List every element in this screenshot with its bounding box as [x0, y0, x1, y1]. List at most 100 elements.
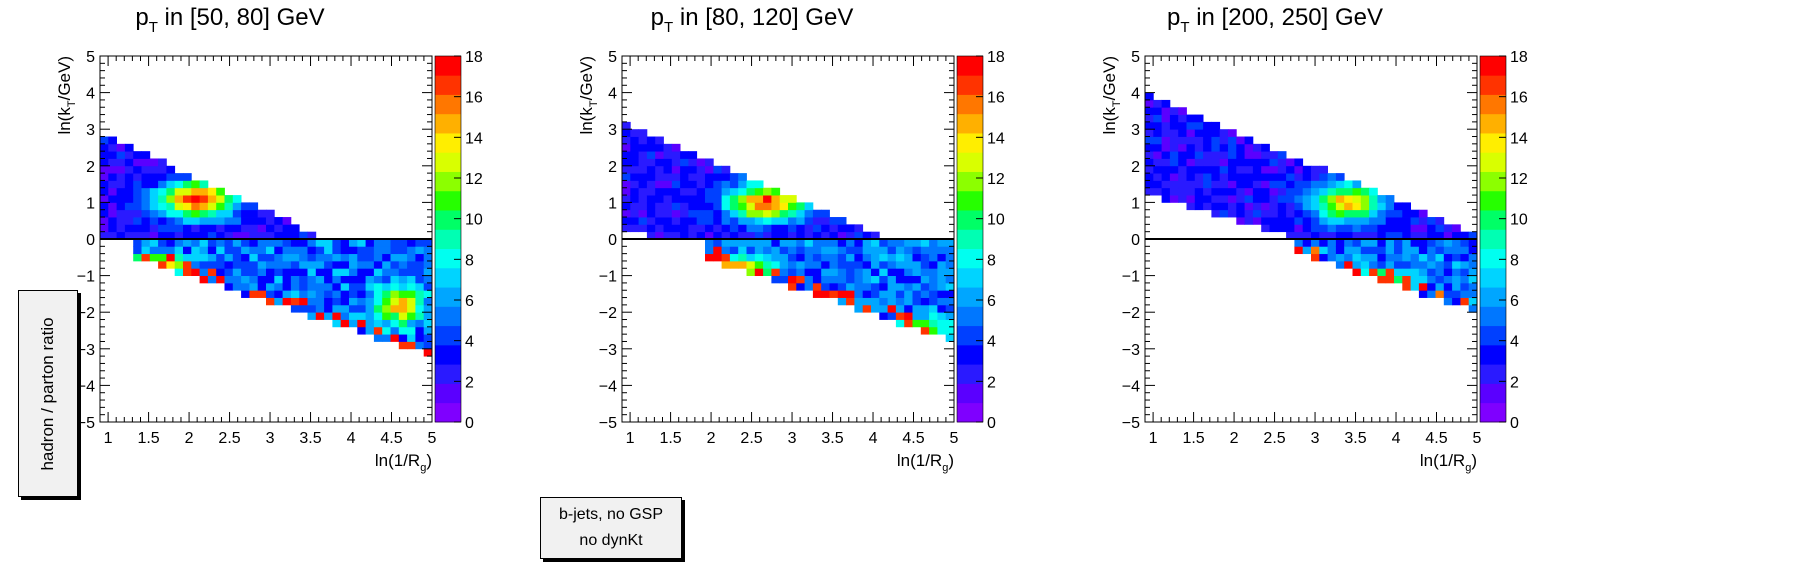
- heatmap-cell: [887, 253, 897, 262]
- heatmap-cell: [696, 180, 706, 189]
- heatmap-cell: [1194, 165, 1204, 174]
- heatmap-cell: [166, 224, 176, 233]
- heatmap-cell: [1385, 268, 1395, 276]
- heatmap-cell: [1277, 209, 1287, 218]
- heatmap-cell: [1228, 195, 1237, 203]
- heatmap-cell: [1327, 180, 1337, 189]
- heatmap-cell: [1452, 290, 1461, 298]
- heatmap-cell: [887, 290, 897, 298]
- heatmap-cell: [191, 202, 200, 211]
- heatmap-cell: [1161, 129, 1171, 137]
- heatmap-cell: [133, 209, 142, 218]
- heatmap-cells: [100, 136, 433, 357]
- heatmap-cell: [174, 217, 184, 225]
- heatmap-cell: [398, 341, 408, 350]
- heatmap-cell: [879, 260, 888, 269]
- heatmap-cell: [796, 224, 805, 233]
- heatmap-cell: [1402, 246, 1411, 255]
- heatmap-cell: [174, 231, 184, 240]
- heatmap-cell: [1161, 99, 1171, 108]
- heatmap-cell: [1294, 187, 1304, 196]
- x-tick-label: 1.5: [659, 430, 681, 447]
- heatmap-cell: [390, 326, 400, 335]
- heatmap-cell: [390, 268, 400, 276]
- heatmap-cell: [713, 165, 722, 174]
- heatmap-cell: [646, 180, 656, 189]
- heatmap-cell: [232, 253, 242, 262]
- heatmap-cell: [315, 268, 325, 276]
- heatmap-cell: [407, 334, 416, 342]
- heatmap-cell: [1460, 282, 1470, 291]
- heatmap-cell: [232, 282, 242, 291]
- heatmap-cell: [1443, 297, 1453, 306]
- heatmap-cell: [622, 165, 631, 174]
- heatmap-cell: [1203, 158, 1212, 167]
- heatmap-cell: [788, 224, 797, 233]
- heatmap-cell: [1311, 231, 1320, 240]
- heatmap-cell: [1327, 253, 1337, 262]
- heatmap-cell: [1169, 107, 1179, 115]
- heatmap-cell: [141, 165, 151, 174]
- color-scale-step: [957, 94, 983, 115]
- heatmap-cell: [183, 260, 192, 269]
- heatmap-cell: [116, 180, 126, 189]
- heatmap-cell: [1153, 129, 1162, 137]
- y-tick-label: 4: [86, 86, 95, 103]
- heatmap-cell: [241, 224, 250, 233]
- heatmap-cell: [282, 282, 292, 291]
- heatmap-cell: [373, 246, 383, 255]
- heatmap-cell: [1369, 202, 1378, 211]
- y-tick-label: 5: [86, 49, 95, 66]
- heatmap-cell: [241, 268, 250, 276]
- heatmap-cell: [945, 246, 955, 255]
- heatmap-cell: [390, 334, 400, 342]
- heatmap-cell: [1369, 195, 1378, 203]
- heatmap-cell: [398, 319, 408, 328]
- heatmap-cell: [1261, 180, 1270, 189]
- heatmap-cell: [224, 239, 234, 247]
- heatmap-cell: [788, 202, 797, 211]
- heatmap-cell: [804, 224, 814, 233]
- heatmap-cell: [100, 202, 109, 211]
- heatmap-cell: [1277, 217, 1287, 225]
- heatmap-cell: [837, 297, 847, 306]
- y-axis-label: ln(kT/GeV): [1100, 56, 1123, 135]
- color-scale-step: [957, 325, 983, 346]
- heatmap-cell: [423, 290, 433, 298]
- heatmap-cell: [671, 158, 681, 167]
- heatmap-cell: [1178, 107, 1187, 115]
- heatmap-cell: [1360, 239, 1370, 247]
- heatmap-cell: [282, 253, 292, 262]
- heatmap-cell: [1410, 282, 1420, 291]
- heatmap-cell: [1244, 136, 1254, 145]
- heatmap-cell: [1244, 180, 1254, 189]
- heatmap-cell: [1186, 151, 1196, 159]
- heatmap-cell: [721, 173, 731, 181]
- heatmap-cell: [729, 180, 739, 189]
- heatmap-cell: [1410, 224, 1420, 233]
- heatmap-cell: [1228, 143, 1237, 152]
- heatmap-cell: [771, 209, 781, 218]
- heatmap-cell: [207, 202, 217, 211]
- heatmap-cell: [655, 224, 664, 233]
- heatmap-cell: [365, 290, 375, 298]
- heatmap-cell: [232, 275, 242, 284]
- heatmap-cell: [1435, 275, 1445, 284]
- heatmap-cell: [721, 180, 731, 189]
- panel-title: pT in [200, 250] GeV: [1167, 4, 1383, 36]
- heatmap-cell: [1385, 209, 1395, 218]
- legend-line-2: no dynKt: [579, 532, 643, 549]
- heatmap-cell: [788, 209, 797, 218]
- color-scale-step: [435, 113, 461, 134]
- heatmap-cell: [191, 217, 200, 225]
- heatmap-cell: [721, 209, 731, 218]
- color-scale-step: [1480, 229, 1506, 250]
- heatmap-cell: [630, 217, 639, 225]
- heatmap-cell: [804, 209, 814, 218]
- heatmap-cell: [266, 282, 275, 291]
- heatmap-cell: [655, 195, 664, 203]
- heatmap-cell: [249, 239, 259, 247]
- heatmap-cell: [232, 224, 242, 233]
- heatmap-cell: [340, 268, 350, 276]
- heatmap-cell: [166, 246, 176, 255]
